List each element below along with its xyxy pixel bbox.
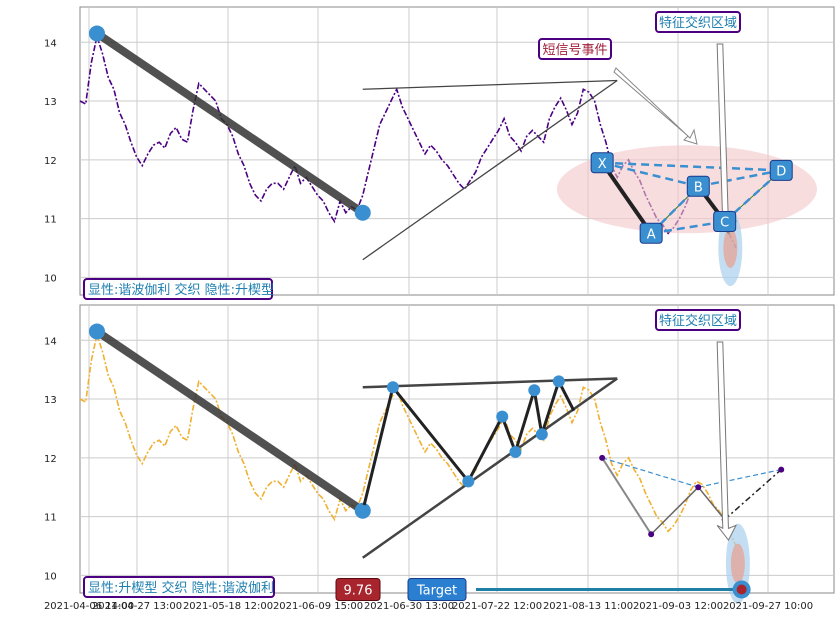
harmonic-label-a: A — [647, 227, 656, 242]
signal-label: 短信号事件 — [542, 43, 607, 58]
harmonic-label-b-box — [686, 175, 710, 197]
bottom-y-tick-label: 12 — [44, 454, 57, 465]
bottom-trend-point — [88, 323, 105, 340]
bottom-pattern-label-box — [83, 576, 275, 598]
top-harmonic-dash — [602, 161, 782, 172]
bottom-y-tick-label: 10 — [44, 571, 57, 582]
bottom-wedge-point — [528, 384, 541, 397]
harmonic-label-x-box — [590, 152, 614, 174]
harmonic-label-c-box — [713, 211, 737, 233]
bottom-wedge-point — [356, 504, 369, 517]
top-y-tick-label: 10 — [44, 273, 57, 284]
bottom-y-tick-label: 11 — [44, 513, 57, 524]
bottom-down-arrow — [716, 341, 738, 542]
harmonic-label-a-box — [639, 222, 663, 244]
bottom-wedge-point — [552, 375, 565, 388]
bottom-region-label: 特征交织区域 — [659, 313, 737, 329]
signal-arrow — [613, 67, 698, 145]
bottom-harmonic-dash — [698, 468, 782, 488]
top-harmonic-dash — [601, 161, 699, 188]
harmonic-label-d: D — [776, 164, 786, 179]
top-wedge-lower — [362, 79, 618, 261]
x-tick-label: 2021-08-13 11:00 — [543, 601, 633, 612]
top-price-line — [79, 33, 737, 249]
price-label-box — [335, 577, 381, 601]
bottom-wedge-lower — [362, 377, 618, 559]
bottom-harmonic-point — [599, 454, 606, 461]
harmonic-label-b: B — [694, 180, 703, 195]
target-label: Target — [416, 583, 457, 598]
top-harmonic-dash — [698, 169, 782, 188]
top-y-tick-label: 11 — [44, 215, 57, 226]
target-label-box — [407, 577, 467, 601]
top-highlight-inner — [723, 227, 738, 268]
bottom-highlight-inner — [730, 543, 745, 584]
top-trend-line — [92, 29, 367, 217]
target-point-core — [736, 584, 747, 595]
bottom-leg-ab — [650, 486, 699, 535]
top-y-tick-label: 14 — [44, 38, 57, 49]
top-leg-xa — [600, 161, 653, 235]
x-tick-label: 2021-09-03 12:00 — [633, 601, 723, 612]
bottom-plot-frame — [79, 304, 835, 594]
bottom-trend-line — [92, 327, 367, 515]
price-label: 9.76 — [344, 583, 373, 598]
harmonic-label-d-box — [769, 159, 793, 181]
top-pattern-label: 显性:谐波伽利 交织 隐性:升楔型 — [88, 282, 274, 298]
x-tick-label: 2021-04-06 14:00 — [44, 601, 134, 612]
top-wedge-upper — [362, 79, 618, 90]
x-tick-label: 2021-04-27 13:00 — [92, 601, 182, 612]
x-tick-label: 2021-06-09 15:00 — [273, 601, 363, 612]
x-tick-label: 2021-05-18 12:00 — [183, 601, 273, 612]
x-tick-label: 2021-06-30 13:00 — [364, 601, 454, 612]
top-trend-point — [88, 25, 105, 42]
bottom-pattern-label: 显性:升楔型 交织 隐性:谐波伽利 — [88, 580, 274, 596]
bottom-leg-xa — [601, 457, 652, 535]
bottom-region-label-box — [655, 309, 741, 331]
top-trend-point — [354, 204, 371, 221]
bottom-wedge-point — [509, 445, 522, 458]
bottom-price-line — [79, 331, 737, 547]
top-pattern-label-box — [83, 278, 273, 300]
bottom-wedge-point — [462, 475, 475, 488]
bottom-leg-bc — [697, 486, 726, 521]
bottom-harmonic-point — [648, 531, 655, 538]
top-region-label: 特征交织区域 — [659, 15, 737, 31]
bottom-y-tick-label: 14 — [44, 336, 57, 347]
signal-label-box — [538, 38, 612, 60]
bottom-harmonic-point — [695, 484, 702, 491]
bottom-wedge-point — [535, 428, 548, 441]
x-tick-label: 2021-09-27 10:00 — [723, 601, 813, 612]
bottom-wedge-upper — [362, 377, 618, 389]
top-region-label-box — [655, 11, 741, 33]
x-tick-label: 2021-07-22 12:00 — [452, 601, 542, 612]
harmonic-label-c: C — [720, 216, 729, 231]
bottom-leg-cd — [724, 469, 782, 521]
bottom-y-tick-label: 13 — [44, 395, 57, 406]
bottom-harmonic-point — [778, 466, 785, 473]
bottom-wedge-point — [386, 381, 399, 394]
bottom-harmonic-dash — [601, 457, 699, 488]
top-y-tick-label: 12 — [44, 156, 57, 167]
top-y-tick-label: 13 — [44, 97, 57, 108]
harmonic-label-x: X — [598, 157, 607, 172]
bottom-wedge-point — [496, 410, 509, 423]
